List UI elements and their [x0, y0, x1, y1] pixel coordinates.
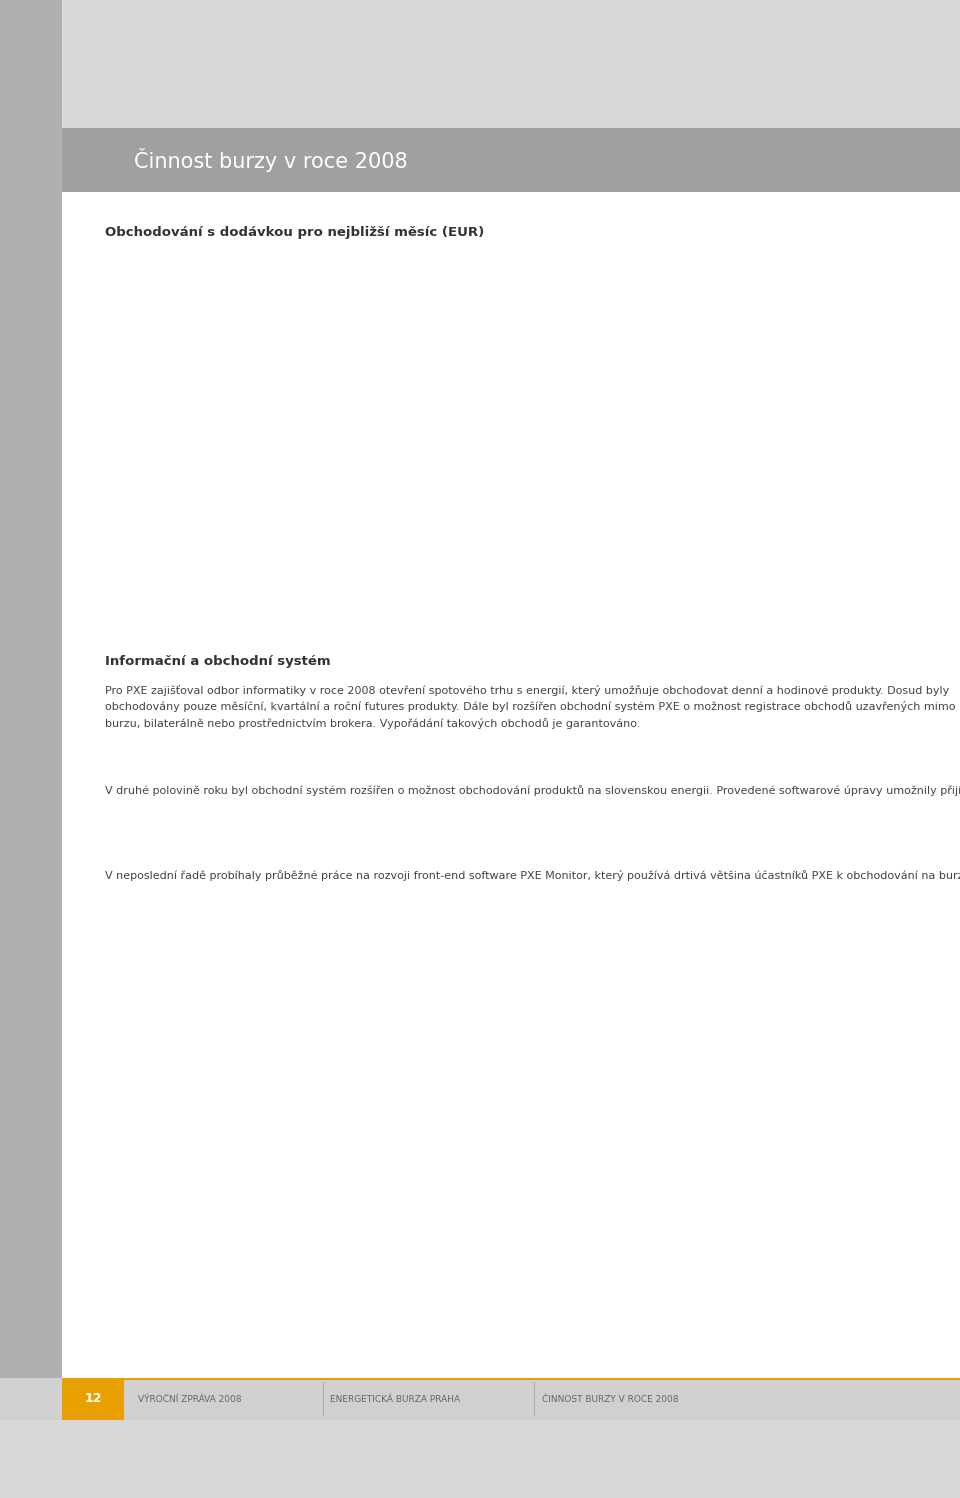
Text: VÝROČNÍ ZPRÁVA 2008: VÝROČNÍ ZPRÁVA 2008	[138, 1395, 242, 1404]
Text: V druhé polovině roku byl obchodní systém rozšířen o možnost obchodování produkt: V druhé polovině roku byl obchodní systé…	[105, 785, 960, 795]
Text: ČINNOST BURZY V ROCE 2008: ČINNOST BURZY V ROCE 2008	[541, 1395, 678, 1404]
Text: Informační a obchodní systém: Informační a obchodní systém	[105, 655, 330, 668]
Text: 12: 12	[84, 1393, 102, 1405]
Text: Pro PXE zajišťoval odbor informatiky v roce 2008 otevření spotového trhu s energ: Pro PXE zajišťoval odbor informatiky v r…	[105, 685, 955, 730]
Text: Činnost burzy v roce 2008: Činnost burzy v roce 2008	[134, 148, 408, 172]
Text: Obchodování s dodávkou pro nejbližší měsíc (EUR): Obchodování s dodávkou pro nejbližší měs…	[105, 226, 484, 240]
Text: V neposlední řadě probíhaly průběžné práce na rozvoji front-end software PXE Mon: V neposlední řadě probíhaly průběžné prá…	[105, 870, 960, 881]
Text: ENERGETICKÁ BURZA PRAHA: ENERGETICKÁ BURZA PRAHA	[330, 1395, 461, 1404]
